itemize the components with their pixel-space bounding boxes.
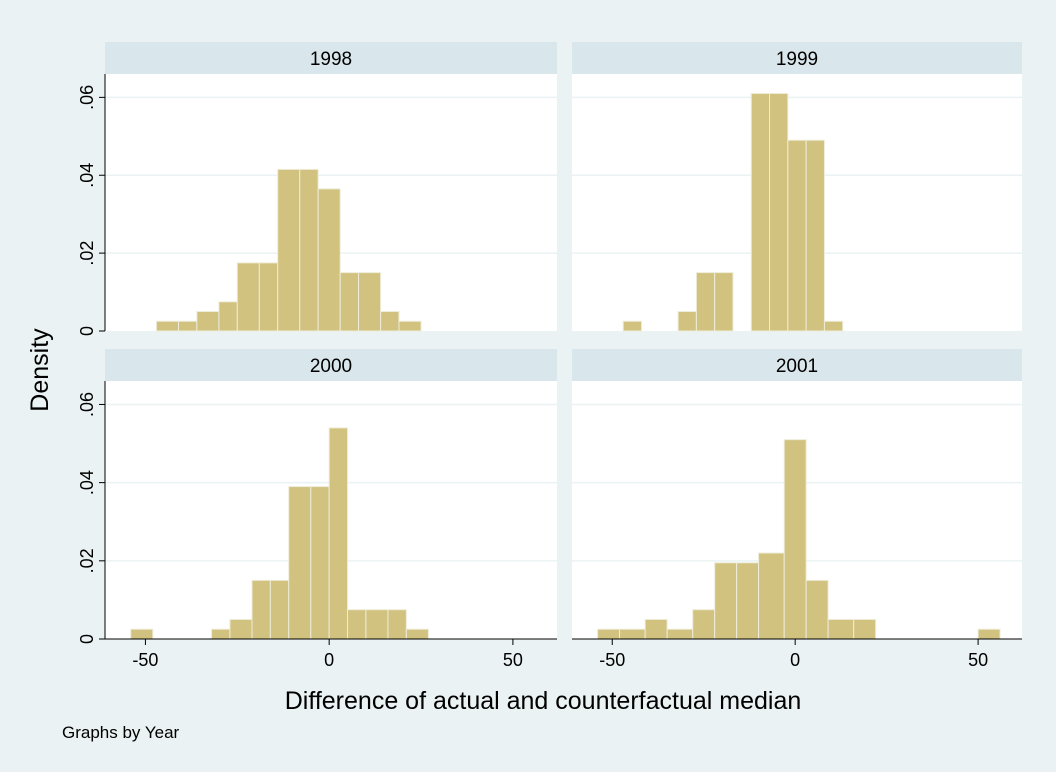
bar-1998-12 xyxy=(398,320,422,332)
bar-2001-7 xyxy=(758,552,785,640)
panel-strip-1998 xyxy=(105,42,557,74)
y-tick-label-2000-1: .02 xyxy=(77,548,97,573)
bar-1999-7 xyxy=(805,139,825,332)
panel-strip-2000 xyxy=(105,349,557,381)
panel-title-1999: 1999 xyxy=(776,49,818,70)
bar-1999-6 xyxy=(787,139,807,332)
bar-2000-0 xyxy=(130,628,154,640)
panel-title-2000: 2000 xyxy=(310,356,352,377)
x-tick-label-2000-1: 0 xyxy=(324,650,334,670)
bar-2000-5 xyxy=(288,486,312,640)
bar-2001-5 xyxy=(714,562,738,640)
bar-1998-10 xyxy=(358,272,382,332)
panel-strip-2001 xyxy=(572,349,1022,381)
bar-1999-2 xyxy=(695,272,716,332)
y-tick-label-2000-3: .06 xyxy=(77,392,97,417)
bar-1999-4 xyxy=(750,92,771,332)
bar-1998-8 xyxy=(317,188,341,332)
panel-title-2001: 2001 xyxy=(776,356,818,377)
bar-1999-5 xyxy=(769,92,789,332)
bar-1998-9 xyxy=(339,272,360,332)
x-tick-label-2001-2: 50 xyxy=(968,650,988,670)
bar-2001-4 xyxy=(692,609,716,640)
bar-2000-10 xyxy=(387,609,407,640)
y-tick-label-1998-2: .04 xyxy=(77,163,97,188)
bar-2000-6 xyxy=(310,486,330,640)
bar-2001-10 xyxy=(827,618,855,640)
bar-2001-0 xyxy=(597,628,621,640)
bar-1998-11 xyxy=(380,311,400,332)
x-axis-title: Difference of actual and counterfactual … xyxy=(285,687,802,715)
bar-1998-6 xyxy=(277,168,301,332)
bar-1998-7 xyxy=(299,168,319,332)
x-tick-label-2001-1: 0 xyxy=(790,650,800,670)
bar-2000-2 xyxy=(229,618,253,640)
bar-2001-3 xyxy=(666,628,694,640)
y-tick-label-1998-1: .02 xyxy=(77,241,97,266)
y-tick-label-2000-0: 0 xyxy=(77,634,97,644)
panel-title-1998: 1998 xyxy=(310,49,352,70)
bar-2001-6 xyxy=(736,562,760,640)
bar-2001-1 xyxy=(619,628,646,640)
y-tick-label-2000-2: .04 xyxy=(77,470,97,495)
bar-1999-1 xyxy=(677,311,697,332)
y-tick-label-1998-0: 0 xyxy=(77,326,97,336)
bar-1998-3 xyxy=(218,301,238,332)
bar-1998-5 xyxy=(258,262,279,332)
graphs-by-note: Graphs by Year xyxy=(62,723,180,742)
bar-1998-1 xyxy=(177,320,198,332)
bar-2001-8 xyxy=(783,439,807,640)
bar-2000-8 xyxy=(347,609,367,640)
bar-1998-2 xyxy=(196,311,220,332)
bar-1999-3 xyxy=(714,272,734,332)
x-tick-label-2000-2: 50 xyxy=(503,650,523,670)
y-axis-title: Density xyxy=(26,328,54,412)
bar-2000-3 xyxy=(251,579,271,640)
panel-strip-1999 xyxy=(572,42,1022,74)
bar-2000-7 xyxy=(328,427,349,640)
x-tick-label-2001-0: -50 xyxy=(599,650,625,670)
bar-2000-11 xyxy=(405,628,429,640)
bar-2000-4 xyxy=(269,579,290,640)
bar-2001-12 xyxy=(977,628,1001,640)
bar-2001-11 xyxy=(853,618,877,640)
bar-1998-0 xyxy=(155,320,179,332)
bar-1998-4 xyxy=(236,262,260,332)
bar-2001-2 xyxy=(644,618,668,640)
bar-1999-0 xyxy=(622,320,643,332)
bar-1999-8 xyxy=(823,320,844,332)
bar-2000-9 xyxy=(365,609,389,640)
bar-2000-1 xyxy=(211,628,231,640)
y-tick-label-1998-3: .06 xyxy=(77,85,97,110)
bar-2001-9 xyxy=(805,579,829,640)
x-tick-label-2000-0: -50 xyxy=(132,650,158,670)
